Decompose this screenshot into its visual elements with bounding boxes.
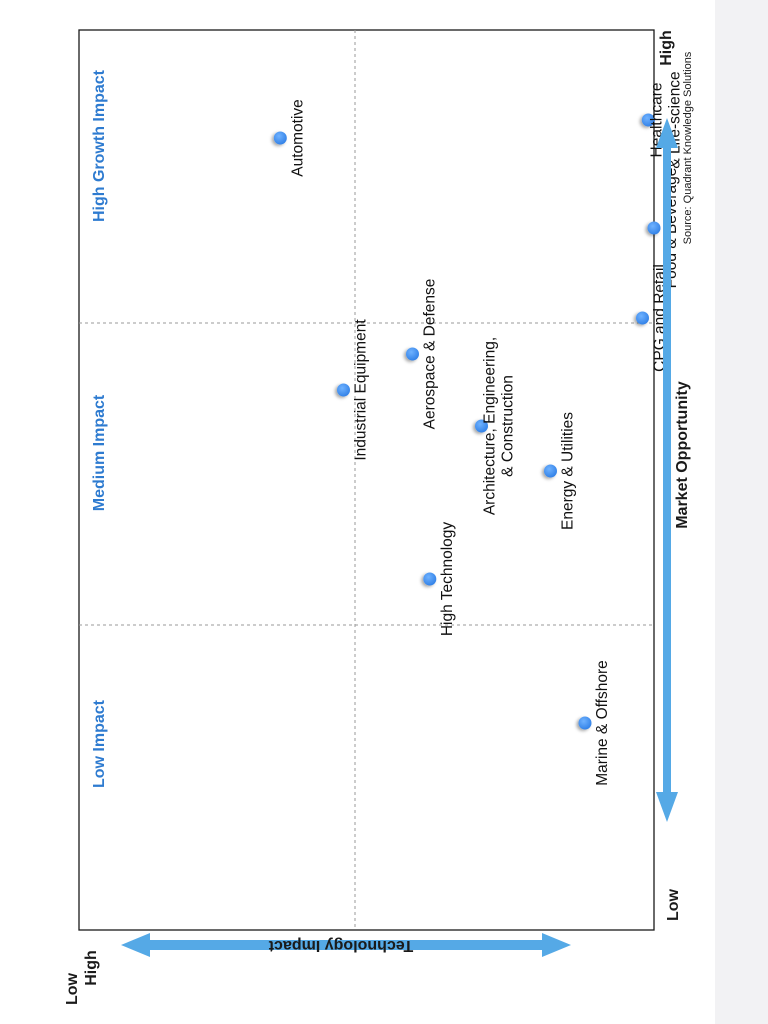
- data-point-marker: [641, 113, 655, 127]
- y-axis-high-label: High: [83, 950, 100, 986]
- data-point-marker: [423, 572, 437, 586]
- data-point-marker: [475, 419, 488, 433]
- data-point-marker: [273, 131, 287, 145]
- plot-area: [78, 29, 655, 931]
- point-label-marine-offshore: Marine & Offshore: [594, 660, 611, 786]
- data-point-marker: [578, 716, 592, 730]
- x-axis-low-label: Low: [665, 888, 682, 921]
- data-point-marker: [544, 464, 557, 478]
- point-high-technology: High Technology: [423, 522, 456, 637]
- point-marine-offshore: Marine & Offshore: [578, 660, 611, 786]
- data-point-marker: [406, 347, 419, 361]
- chart-svg: High Growth Impact Medium Impact Low Imp…: [64, 29, 694, 1005]
- point-aerospace-defense: Aerospace & Defense: [406, 279, 439, 430]
- source-note: Source: Quadrant Knowledge Solutions: [682, 51, 694, 244]
- point-label-energy-utilities: Energy & Utilities: [560, 412, 577, 530]
- data-point-marker: [647, 221, 661, 235]
- region-label-medium: Medium Impact: [91, 394, 108, 511]
- point-label-industrial-equipment: Industrial Equipment: [353, 319, 370, 461]
- data-point-marker: [337, 383, 350, 397]
- y-axis-title: Technology Impact: [268, 937, 413, 954]
- region-label-low: Low Impact: [91, 699, 108, 788]
- point-healthcare-life-science: Healthcare& Life-science: [641, 71, 683, 169]
- x-axis-title: Market Opportunity: [674, 381, 691, 529]
- chart-page: High Growth Impact Medium Impact Low Imp…: [0, 0, 715, 1024]
- point-architecture-engineering-construction: Architecture, Engineering,& Construction: [475, 337, 517, 515]
- data-point-marker: [636, 311, 649, 325]
- point-automotive: Automotive: [273, 99, 306, 177]
- point-label-automotive: Automotive: [289, 99, 306, 177]
- point-industrial-equipment: Industrial Equipment: [337, 319, 370, 461]
- market-opportunity-arrow: [656, 118, 678, 822]
- x-axis-high-label: High: [658, 30, 675, 66]
- y-axis-low-label: Low: [64, 972, 81, 1005]
- point-label-high-technology: High Technology: [439, 522, 456, 637]
- point-label-architecture-engineering-construction: Architecture, Engineering,& Construction: [482, 337, 517, 515]
- region-label-high-growth: High Growth Impact: [91, 69, 108, 222]
- point-label-aerospace-defense: Aerospace & Defense: [422, 279, 439, 430]
- point-energy-utilities: Energy & Utilities: [544, 412, 577, 530]
- technology-impact-arrow: [121, 933, 571, 957]
